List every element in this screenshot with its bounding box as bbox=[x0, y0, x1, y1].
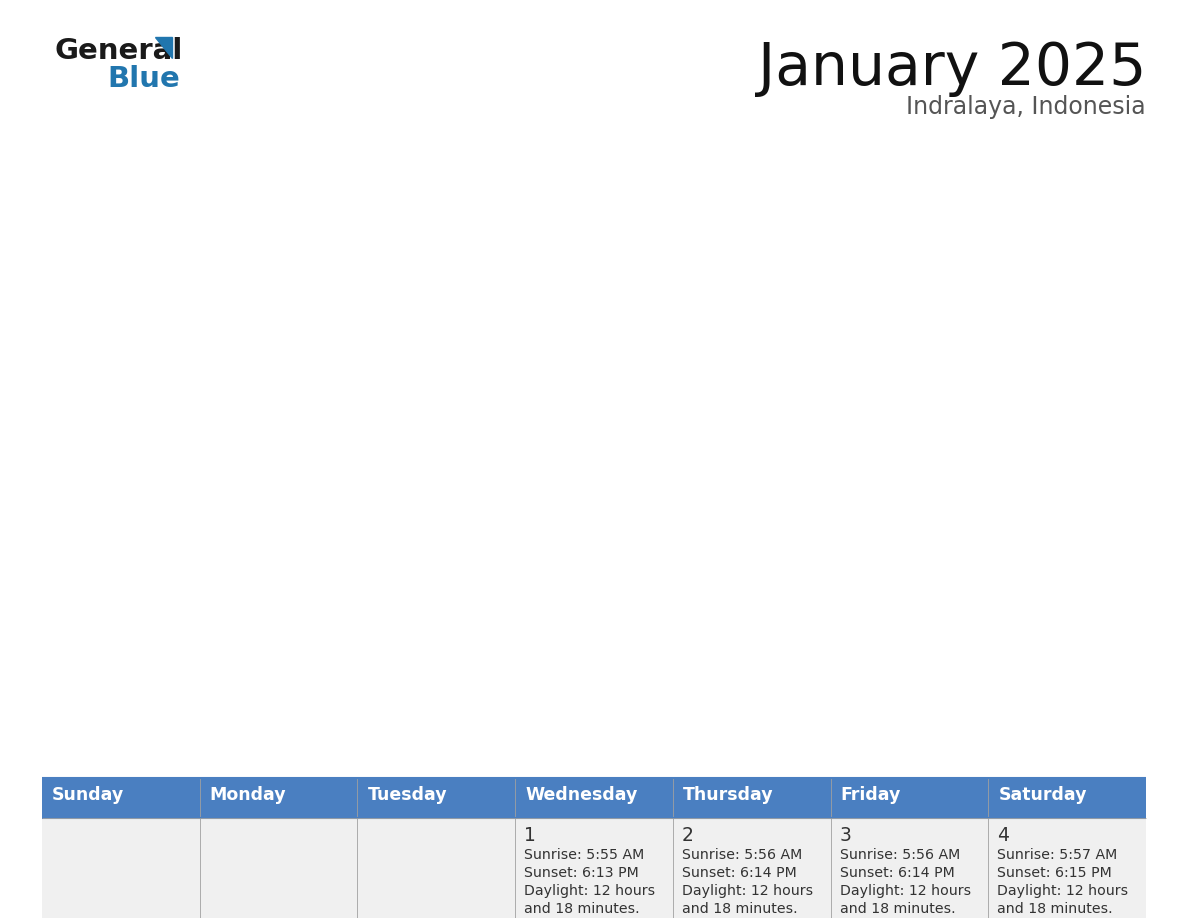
Text: 2: 2 bbox=[682, 826, 694, 845]
Text: Sunset: 6:14 PM: Sunset: 6:14 PM bbox=[682, 866, 797, 880]
Text: Sunset: 6:13 PM: Sunset: 6:13 PM bbox=[524, 866, 639, 880]
Text: Daylight: 12 hours: Daylight: 12 hours bbox=[524, 884, 656, 898]
Text: Daylight: 12 hours: Daylight: 12 hours bbox=[997, 884, 1129, 898]
Text: Indralaya, Indonesia: Indralaya, Indonesia bbox=[906, 95, 1146, 119]
Text: and 18 minutes.: and 18 minutes. bbox=[840, 902, 955, 916]
Text: and 18 minutes.: and 18 minutes. bbox=[524, 902, 640, 916]
Text: Friday: Friday bbox=[841, 786, 901, 804]
Text: and 18 minutes.: and 18 minutes. bbox=[682, 902, 797, 916]
Text: 1: 1 bbox=[524, 826, 536, 845]
Text: Sunrise: 5:56 AM: Sunrise: 5:56 AM bbox=[682, 848, 802, 862]
Text: Sunrise: 5:55 AM: Sunrise: 5:55 AM bbox=[524, 848, 644, 862]
Polygon shape bbox=[154, 37, 172, 58]
Text: Daylight: 12 hours: Daylight: 12 hours bbox=[682, 884, 813, 898]
Text: Daylight: 12 hours: Daylight: 12 hours bbox=[840, 884, 971, 898]
Text: Sunday: Sunday bbox=[52, 786, 125, 804]
Text: 3: 3 bbox=[840, 826, 852, 845]
Text: Saturday: Saturday bbox=[998, 786, 1087, 804]
Text: Thursday: Thursday bbox=[683, 786, 773, 804]
Bar bbox=[42, 778, 1146, 818]
Text: Wednesday: Wednesday bbox=[525, 786, 638, 804]
Text: Tuesday: Tuesday bbox=[367, 786, 447, 804]
Text: Sunset: 6:14 PM: Sunset: 6:14 PM bbox=[840, 866, 954, 880]
Text: Blue: Blue bbox=[107, 65, 179, 93]
Text: and 18 minutes.: and 18 minutes. bbox=[997, 902, 1113, 916]
Text: General: General bbox=[55, 37, 183, 65]
Text: Monday: Monday bbox=[210, 786, 286, 804]
Text: Sunset: 6:15 PM: Sunset: 6:15 PM bbox=[997, 866, 1112, 880]
Bar bbox=[42, 818, 1146, 918]
Text: January 2025: January 2025 bbox=[758, 40, 1146, 97]
Text: 4: 4 bbox=[997, 826, 1010, 845]
Text: Sunrise: 5:56 AM: Sunrise: 5:56 AM bbox=[840, 848, 960, 862]
Text: Sunrise: 5:57 AM: Sunrise: 5:57 AM bbox=[997, 848, 1118, 862]
